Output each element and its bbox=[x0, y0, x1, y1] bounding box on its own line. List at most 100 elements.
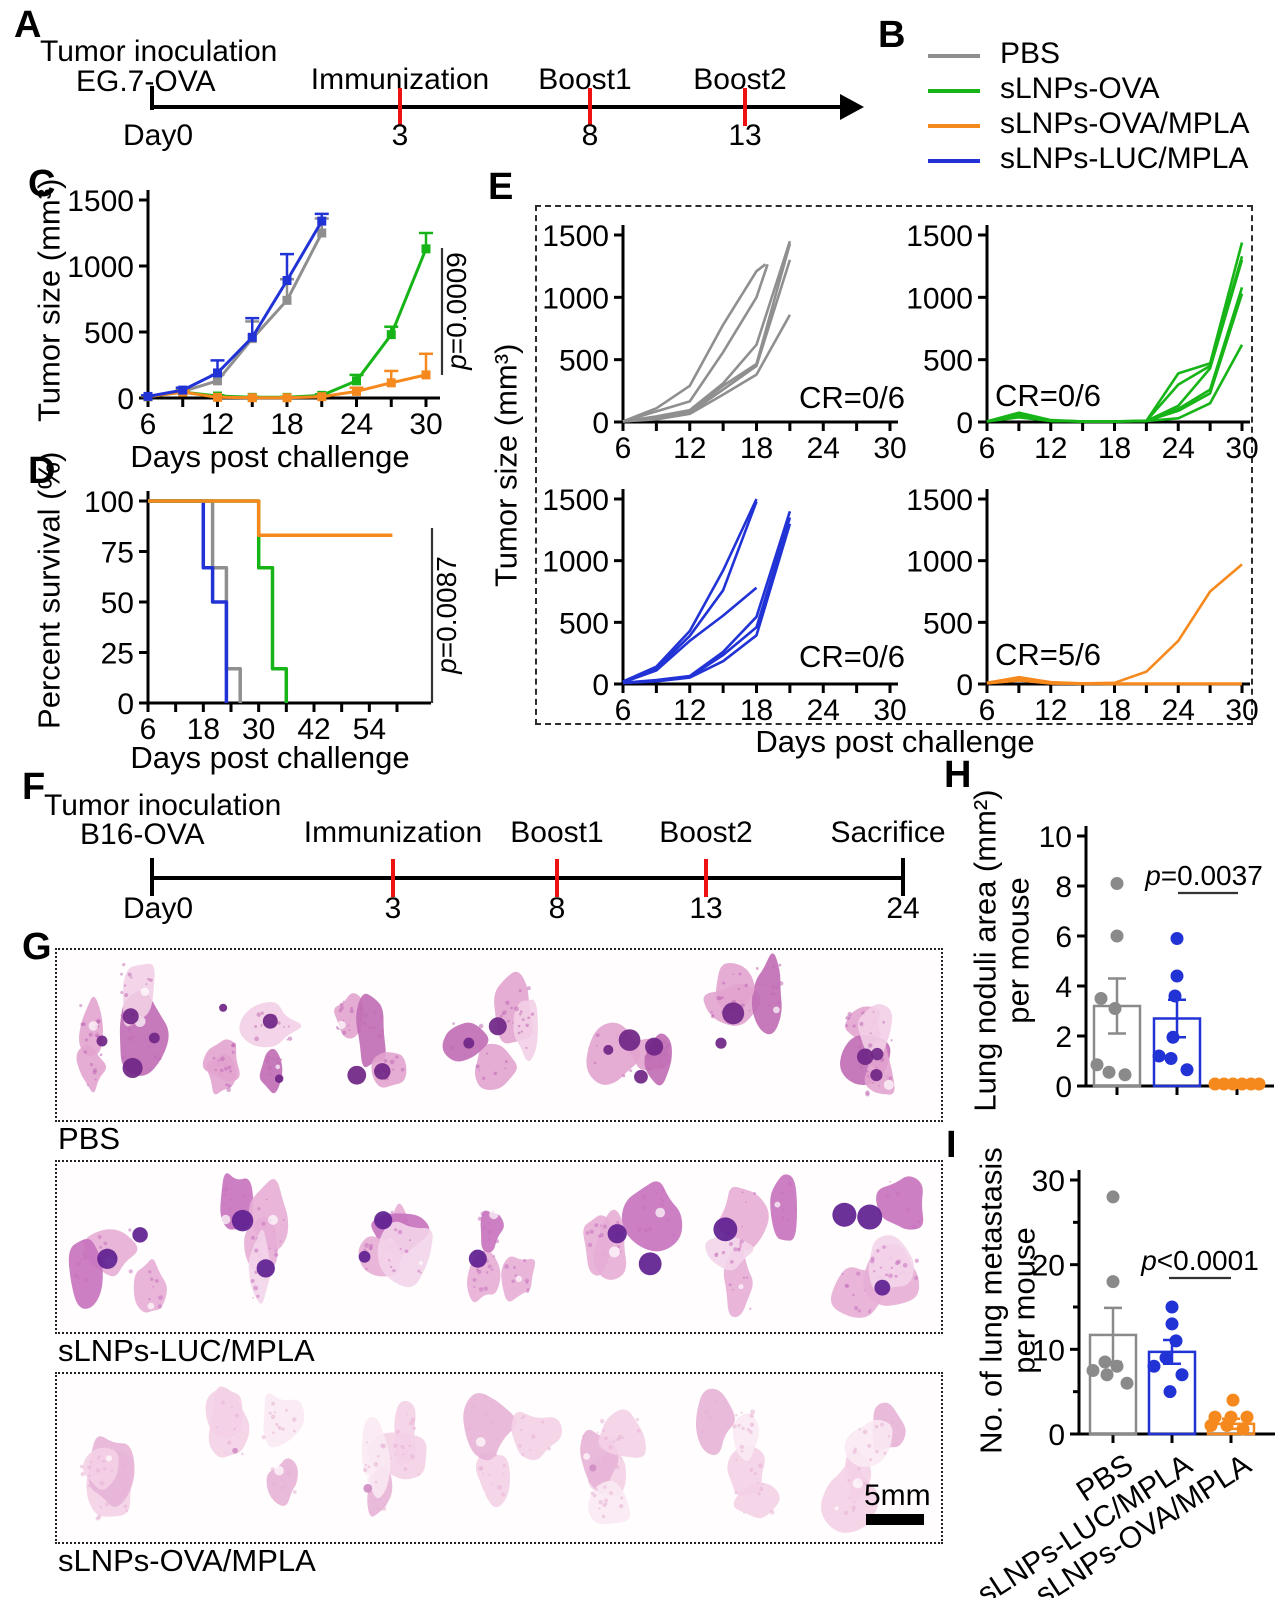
svg-text:1500: 1500 bbox=[67, 185, 134, 218]
histology-box-pbs bbox=[55, 948, 943, 1122]
timeline-a-tick-day3 bbox=[398, 88, 402, 126]
svg-text:1000: 1000 bbox=[542, 546, 609, 579]
timeline-a-axis bbox=[152, 105, 842, 109]
histology-label-pbs: PBS bbox=[58, 1121, 121, 1156]
svg-text:12: 12 bbox=[673, 694, 706, 727]
svg-text:0: 0 bbox=[1055, 1071, 1072, 1104]
chart-h-ylabel-line1: Lung noduli area (mm²) bbox=[967, 789, 1003, 1112]
svg-text:p=0.0037: p=0.0037 bbox=[1144, 860, 1263, 891]
timeline-a-day0-tick bbox=[150, 86, 154, 110]
svg-text:500: 500 bbox=[559, 345, 609, 378]
svg-text:6: 6 bbox=[140, 408, 157, 441]
histology-section bbox=[442, 971, 538, 1091]
svg-text:6: 6 bbox=[615, 694, 632, 727]
histology-label-slnps-luc-mpla: sLNPs-LUC/MPLA bbox=[58, 1333, 315, 1368]
legend-label-slnps-ova-mpla: sLNPs-OVA/MPLA bbox=[1000, 107, 1250, 140]
timeline-f-day8-label: 8 bbox=[548, 892, 566, 925]
legend-swatch-slnps-ova bbox=[928, 89, 980, 93]
svg-text:6: 6 bbox=[979, 694, 996, 727]
svg-text:18: 18 bbox=[1098, 432, 1131, 465]
svg-text:1000: 1000 bbox=[67, 251, 134, 284]
svg-text:10: 10 bbox=[1032, 1334, 1065, 1367]
panel-label-d: D bbox=[28, 450, 56, 492]
chart-d-xlabel: Days post challenge bbox=[130, 740, 410, 775]
svg-text:24: 24 bbox=[807, 432, 840, 465]
timeline-f-day24-tick bbox=[901, 858, 905, 896]
chart-e-xlabel: Days post challenge bbox=[755, 724, 1035, 759]
timeline-a-tick-day8 bbox=[588, 88, 592, 126]
timeline-a-day0-label: Day0 bbox=[122, 119, 194, 152]
timeline-a-arrowhead-icon bbox=[840, 94, 864, 120]
histology-box-slnps-luc-mpla bbox=[55, 1160, 943, 1334]
histology-section bbox=[205, 1386, 305, 1506]
svg-text:0: 0 bbox=[1048, 1419, 1065, 1452]
histology-section bbox=[220, 1173, 289, 1304]
svg-text:6: 6 bbox=[1055, 921, 1072, 954]
svg-text:18: 18 bbox=[1098, 694, 1131, 727]
histology-section bbox=[695, 1388, 780, 1519]
timeline-a-day8-label: 8 bbox=[581, 119, 599, 152]
histology-section bbox=[358, 1203, 433, 1288]
svg-text:18: 18 bbox=[740, 694, 773, 727]
chart-e-slnps-luc-mpla: 0 500 1000 1500 6 12 18 24 30 CR=0/6 bbox=[542, 484, 906, 727]
histology-section bbox=[467, 1209, 536, 1303]
histology-section bbox=[580, 1409, 646, 1525]
panel-label-i: I bbox=[946, 1124, 957, 1166]
histology-section bbox=[463, 1392, 562, 1508]
svg-text:4: 4 bbox=[1055, 971, 1072, 1004]
svg-text:CR=5/6: CR=5/6 bbox=[995, 637, 1101, 672]
histology-section bbox=[586, 1022, 672, 1086]
legend-swatch-slnps-luc-mpla bbox=[928, 159, 980, 163]
svg-text:24: 24 bbox=[1162, 432, 1195, 465]
timeline-a-day13-label: 13 bbox=[728, 119, 762, 152]
panel-label-b: B bbox=[878, 14, 906, 56]
timeline-f-title: Tumor inoculation bbox=[44, 789, 282, 822]
panel-label-g: G bbox=[22, 926, 52, 968]
svg-text:0: 0 bbox=[117, 383, 134, 416]
histology-section bbox=[361, 1400, 427, 1517]
histology-section bbox=[840, 1004, 895, 1097]
histology-box-slnps-ova-mpla bbox=[55, 1372, 943, 1544]
svg-text:12: 12 bbox=[201, 408, 234, 441]
scalebar bbox=[866, 1514, 924, 1525]
timeline-a-title: Tumor inoculation bbox=[40, 35, 278, 68]
svg-text:p<0.0001: p<0.0001 bbox=[1140, 1245, 1259, 1276]
svg-text:p=0.0087: p=0.0087 bbox=[431, 556, 462, 675]
svg-text:30: 30 bbox=[242, 713, 275, 746]
svg-text:1000: 1000 bbox=[542, 282, 609, 315]
svg-text:12: 12 bbox=[673, 432, 706, 465]
svg-text:24: 24 bbox=[807, 694, 840, 727]
legend-swatch-pbs bbox=[928, 54, 980, 58]
svg-text:75: 75 bbox=[101, 537, 134, 570]
svg-text:20: 20 bbox=[1032, 1250, 1065, 1283]
svg-text:0: 0 bbox=[592, 669, 609, 702]
svg-text:100: 100 bbox=[84, 486, 134, 519]
timeline-f-event-sacrifice: Sacrifice bbox=[830, 816, 946, 849]
histology-section bbox=[80, 1436, 135, 1521]
svg-text:0: 0 bbox=[956, 407, 973, 440]
timeline-f-tick-day3 bbox=[391, 859, 395, 897]
chart-c: 0 500 1000 1500 6 12 18 24 30 p=0.0009 bbox=[67, 185, 472, 441]
timeline-f-day24-label: 24 bbox=[886, 892, 920, 925]
histology-section bbox=[334, 993, 407, 1088]
chart-e-ylabel: Tumor size (mm³) bbox=[488, 343, 524, 587]
histology-section bbox=[703, 953, 784, 1049]
histology-section bbox=[821, 1402, 906, 1533]
histology-section bbox=[68, 1227, 167, 1313]
histology-section bbox=[202, 1002, 302, 1095]
svg-text:18: 18 bbox=[187, 713, 220, 746]
histology-section bbox=[705, 1174, 798, 1318]
scalebar-label: 5mm bbox=[864, 1479, 931, 1512]
svg-text:18: 18 bbox=[740, 432, 773, 465]
svg-text:12: 12 bbox=[1034, 432, 1067, 465]
legend-label-pbs: PBS bbox=[1000, 37, 1061, 70]
chart-d: 0 25 50 75 100 6 18 30 42 54 p=0.0087 bbox=[84, 486, 462, 746]
svg-text:6: 6 bbox=[140, 713, 157, 746]
timeline-f-day0-tick bbox=[150, 858, 154, 896]
chart-i-ylabel-line1: No. of lung metastasis bbox=[973, 1147, 1009, 1454]
svg-text:30: 30 bbox=[1225, 694, 1258, 727]
legend-label-slnps-luc-mpla: sLNPs-LUC/MPLA bbox=[1000, 142, 1249, 175]
svg-text:1500: 1500 bbox=[542, 484, 609, 517]
svg-text:8: 8 bbox=[1055, 871, 1072, 904]
svg-text:6: 6 bbox=[979, 432, 996, 465]
